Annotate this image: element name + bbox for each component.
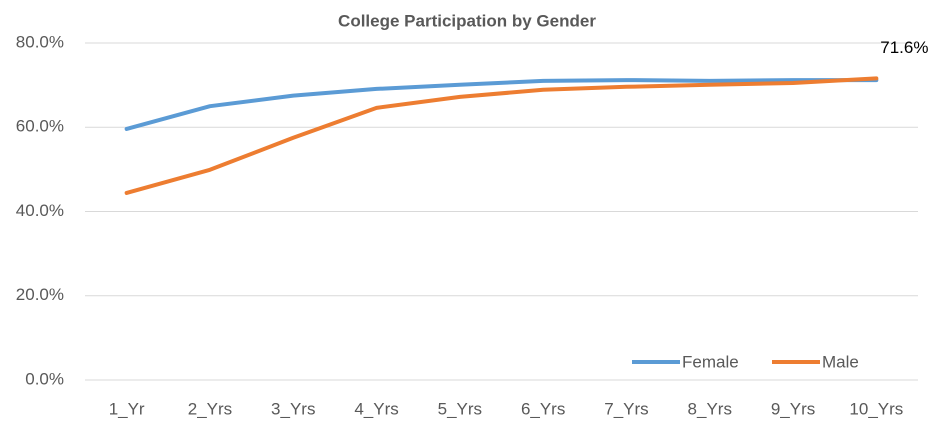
y-tick-label: 20.0% (16, 285, 64, 304)
chart-title: College Participation by Gender (338, 11, 596, 30)
series-line (124, 76, 879, 195)
x-tick-label: 1_Yr (109, 399, 145, 418)
legend-label: Male (822, 352, 859, 371)
x-tick-label: 9_Yrs (771, 399, 815, 418)
x-tick-label: 10_Yrs (849, 399, 903, 418)
y-tick-label: 40.0% (16, 201, 64, 220)
x-tick-label: 4_Yrs (354, 399, 398, 418)
series-line (124, 78, 879, 131)
y-tick-label: 80.0% (16, 32, 64, 51)
legend-label: Female (682, 352, 739, 371)
data-label: 71.6% (880, 38, 928, 57)
x-tick-label: 5_Yrs (438, 399, 482, 418)
x-tick-label: 7_Yrs (604, 399, 648, 418)
y-tick-label: 0.0% (25, 369, 64, 388)
x-tick-label: 8_Yrs (688, 399, 732, 418)
x-tick-label: 2_Yrs (188, 399, 232, 418)
y-tick-label: 60.0% (16, 117, 64, 136)
x-tick-label: 6_Yrs (521, 399, 565, 418)
x-tick-label: 3_Yrs (271, 399, 315, 418)
